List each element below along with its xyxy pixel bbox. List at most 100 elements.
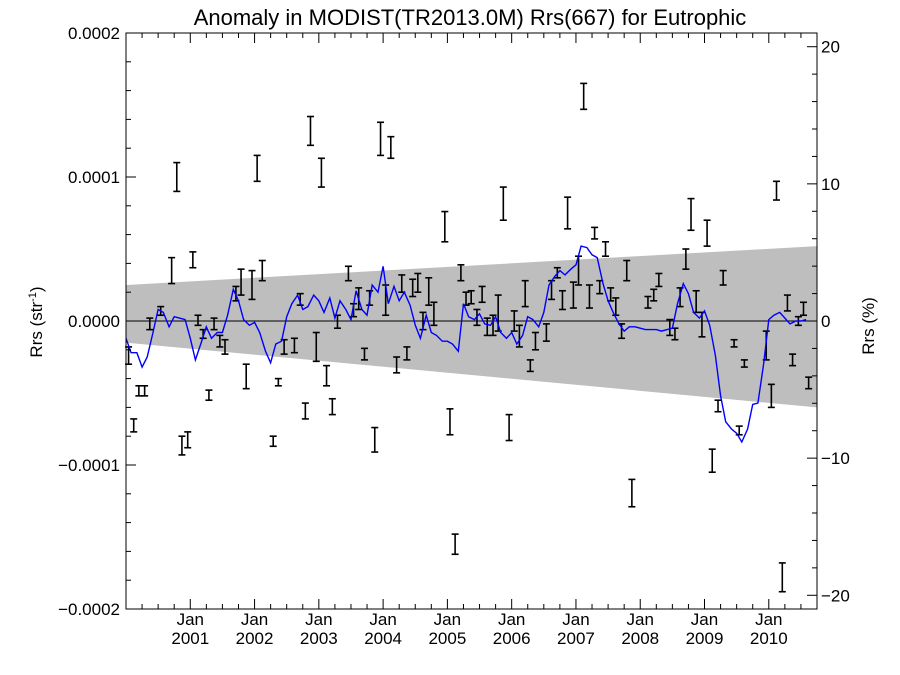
error-bar (650, 288, 658, 302)
error-bar (210, 317, 218, 331)
error-bar (542, 323, 550, 342)
error-bar (168, 256, 176, 285)
error-bar (708, 448, 716, 474)
error-bar (531, 331, 539, 351)
y-right-tick-label: 10 (821, 175, 840, 194)
error-bar (521, 279, 529, 308)
error-bar (451, 533, 459, 556)
error-bar (290, 337, 298, 354)
y-left-tick-label: −0.0002 (58, 600, 120, 619)
x-tick-month-label: Jan (627, 610, 654, 629)
error-bar (441, 210, 449, 243)
x-tick-month-label: Jan (177, 610, 204, 629)
error-bar (173, 161, 181, 193)
error-bar (457, 264, 465, 282)
error-bar (135, 384, 143, 397)
error-bar (730, 338, 738, 348)
error-bar (317, 157, 325, 188)
error-bar (130, 418, 138, 433)
y-axis-left-ticks: 0.0002 0.0001 0.0000 −0.0001 −0.0002 (58, 24, 136, 619)
x-tick-month-label: Jan (498, 610, 525, 629)
error-bar (789, 353, 797, 367)
error-bar (371, 426, 379, 453)
error-bar (430, 301, 438, 327)
error-bar (467, 289, 475, 305)
error-bar (237, 268, 245, 296)
error-bar (515, 324, 523, 348)
error-bar (564, 196, 572, 230)
error-bar (414, 272, 422, 294)
y-axis-right-ticks: 20 10 0 −10 −20 (807, 38, 850, 605)
y-axis-right-label: Rrs (%) (859, 297, 878, 355)
error-bar (205, 389, 213, 402)
error-bar (628, 478, 636, 508)
error-bar (499, 186, 507, 221)
error-bar (602, 241, 610, 258)
error-bar (687, 197, 695, 232)
x-tick-month-label: Jan (241, 610, 268, 629)
x-tick-year-label: 2010 (750, 629, 788, 648)
error-bar (767, 383, 775, 409)
x-tick-year-label: 2003 (300, 629, 338, 648)
error-bar (714, 399, 722, 413)
y-right-tick-label: 0 (821, 312, 830, 331)
error-bar (580, 82, 588, 111)
error-bar (526, 359, 534, 373)
error-bar (489, 314, 497, 337)
error-bar (387, 135, 395, 160)
error-bar (623, 259, 631, 282)
x-tick-month-label: Jan (369, 610, 396, 629)
error-bar (189, 251, 197, 269)
error-bar (778, 562, 786, 593)
error-bar (306, 115, 314, 147)
error-bar (146, 317, 154, 331)
error-bar (585, 284, 593, 309)
y-right-tick-label: −10 (821, 449, 850, 468)
error-bar (312, 331, 320, 363)
error-bar (360, 347, 368, 361)
anomaly-line (125, 245, 807, 444)
error-bar (301, 402, 309, 420)
error-bar (141, 384, 149, 397)
error-bar (800, 301, 808, 317)
error-bar (409, 278, 417, 298)
error-bar (703, 219, 711, 247)
y-right-tick-label: −20 (821, 586, 850, 605)
error-bar (591, 226, 599, 240)
error-bar (194, 314, 202, 327)
error-bar (393, 356, 401, 374)
uncertainty-band (126, 246, 817, 408)
plot-area (125, 82, 817, 593)
error-bar (377, 121, 385, 157)
error-bar (269, 435, 277, 448)
error-bar (344, 265, 352, 282)
x-tick-year-label: 2006 (493, 629, 531, 648)
error-bar (425, 276, 433, 306)
error-bars (125, 82, 813, 593)
error-bar (446, 408, 454, 436)
error-bar (258, 259, 266, 282)
error-bar (666, 318, 674, 337)
x-tick-year-label: 2008 (621, 629, 659, 648)
error-bar (510, 310, 518, 332)
x-axis-ticks: Jan2001Jan2002Jan2003Jan2004Jan2005Jan20… (125, 33, 818, 648)
error-bar (323, 364, 331, 387)
y-axis-left-label: Rrs (str-1) (27, 286, 46, 357)
error-bar (682, 248, 690, 270)
error-bar (242, 363, 250, 390)
x-tick-month-label: Jan (691, 610, 718, 629)
y-left-tick-label: 0.0000 (68, 312, 120, 331)
error-bar (505, 413, 513, 442)
error-bar (655, 272, 663, 288)
x-tick-month-label: Jan (562, 610, 589, 629)
error-bar (403, 346, 411, 361)
error-bar (558, 289, 566, 311)
error-bar (184, 431, 192, 449)
error-bar (253, 154, 261, 183)
error-bar (221, 338, 229, 355)
error-bar (569, 281, 577, 309)
error-bar (740, 359, 748, 368)
error-bar (719, 269, 727, 286)
x-tick-month-label: Jan (755, 610, 782, 629)
